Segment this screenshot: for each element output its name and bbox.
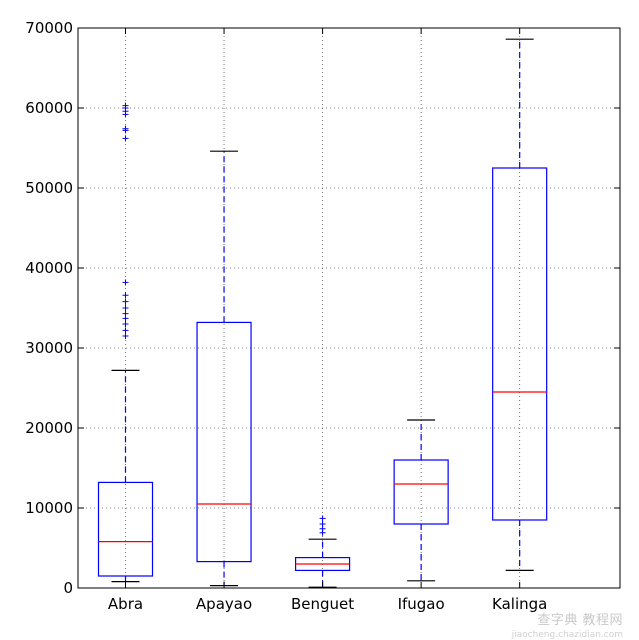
- flier-point: [122, 102, 129, 109]
- plot-frame: [77, 27, 621, 589]
- x-tick-label-ifugao: Ifugao: [398, 595, 445, 613]
- y-tick-label: 50000: [25, 179, 73, 197]
- flier-point: [122, 327, 129, 334]
- plot-background: [78, 28, 620, 588]
- flier-point: [122, 279, 129, 286]
- y-tick-label: 10000: [25, 499, 73, 517]
- x-tick-label-kalinga: Kalinga: [492, 595, 547, 613]
- flier-point: [122, 135, 129, 142]
- flier-point: [122, 298, 129, 305]
- y-tick-label: 60000: [25, 99, 73, 117]
- iqr-box: [393, 459, 449, 525]
- y-tick-label: 0: [63, 579, 73, 597]
- flier-point: [122, 292, 129, 299]
- flier-point: [319, 515, 326, 522]
- y-tick-label: 40000: [25, 259, 73, 277]
- box-abra: [97, 102, 154, 583]
- iqr-box: [97, 481, 154, 577]
- flier-point: [122, 305, 129, 311]
- box-ifugao: [393, 419, 449, 582]
- iqr-box: [492, 167, 548, 521]
- iqr-box: [196, 321, 252, 563]
- flier-point: [122, 125, 129, 132]
- flier-point: [122, 333, 129, 339]
- axis-ticks: [78, 27, 620, 589]
- x-tick-label-abra: Abra: [108, 595, 143, 613]
- x-tick-label-apayao: Apayao: [196, 595, 252, 613]
- box-kalinga: [492, 38, 548, 572]
- y-tick-label: 30000: [25, 339, 73, 357]
- flier-point: [319, 521, 326, 527]
- boxes-layer: [97, 38, 548, 588]
- y-tick-label: 70000: [25, 19, 73, 37]
- axis-labels: 0 10000 20000 30000 40000 50000 60000 70000 Abra…: [25, 19, 547, 613]
- watermark-text: 查字典 教程网: [537, 613, 623, 628]
- box-apayao: [196, 150, 252, 587]
- flier-point: [122, 321, 129, 327]
- flier-point: [122, 310, 129, 317]
- y-tick-label: 20000: [25, 419, 73, 437]
- x-tick-label-benguet: Benguet: [291, 595, 354, 613]
